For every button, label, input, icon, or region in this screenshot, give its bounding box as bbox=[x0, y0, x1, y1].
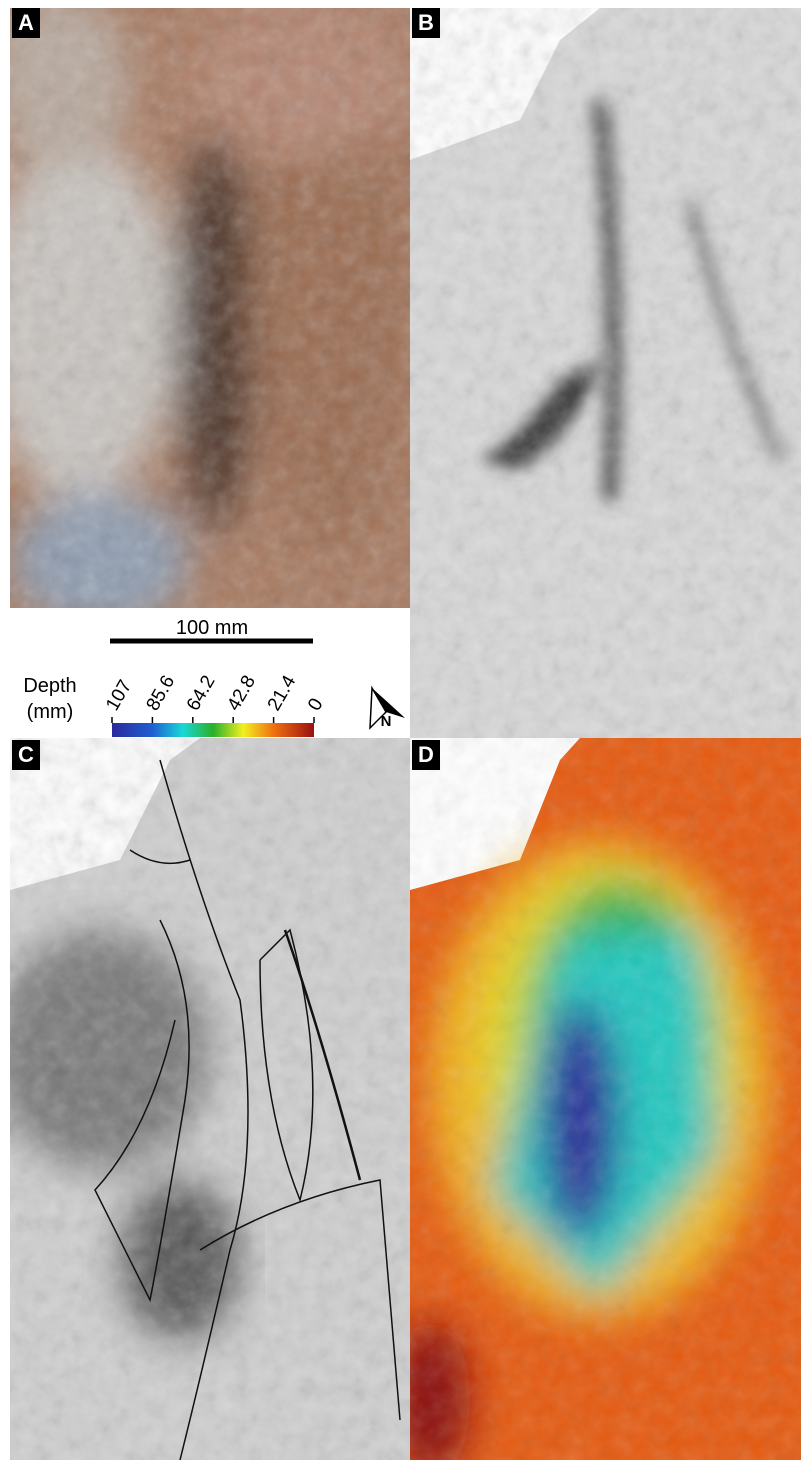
colorbar-tick-label: 42.8 bbox=[223, 672, 260, 715]
panel-label: B bbox=[418, 10, 434, 35]
panel-a-photo bbox=[10, 8, 410, 608]
panel-label: A bbox=[18, 10, 34, 35]
label-box bbox=[412, 740, 440, 770]
panel-label: C bbox=[18, 742, 34, 767]
colorbar-unit: (mm) bbox=[27, 701, 74, 723]
colorbar-tick-label: 21.4 bbox=[264, 672, 301, 715]
colorbar-ticks: 107 85.6 64.2 42.8 21.4 0 bbox=[102, 672, 328, 723]
colorbar-tick-label: 64.2 bbox=[183, 672, 220, 715]
label-box bbox=[12, 740, 40, 770]
panel-d-depth bbox=[410, 738, 801, 1460]
panel-c-interpretation bbox=[10, 738, 410, 1460]
colorbar-tick-label: 85.6 bbox=[143, 672, 180, 715]
colorbar-title: Depth bbox=[23, 675, 76, 697]
colorbar-tick-label: 0 bbox=[304, 695, 327, 715]
panel-b-relief bbox=[410, 8, 801, 738]
north-arrow: N bbox=[369, 685, 405, 730]
north-label: N bbox=[381, 713, 392, 730]
label-box bbox=[412, 8, 440, 38]
panel-labels: A B C D bbox=[12, 8, 440, 770]
colorbar-tick-label: 107 bbox=[102, 677, 136, 715]
colorbar bbox=[112, 723, 314, 737]
label-box bbox=[12, 8, 40, 38]
scale-label: 100 mm bbox=[176, 617, 248, 639]
panel-label: D bbox=[418, 742, 434, 767]
